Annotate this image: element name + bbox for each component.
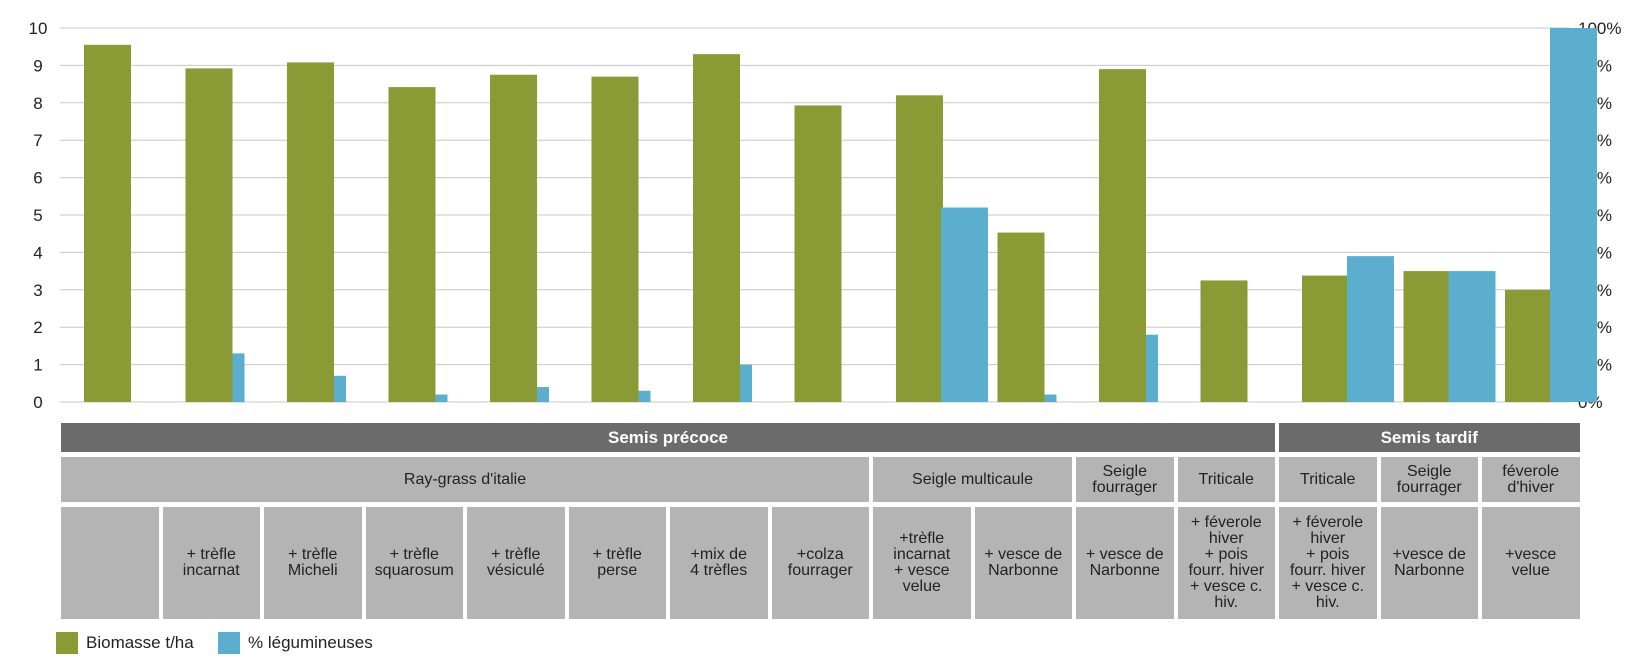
period-header: Semis tardif	[1279, 423, 1580, 452]
left-tick-label: 2	[33, 318, 42, 337]
category-cell	[61, 507, 159, 619]
bar-legumineuses	[334, 375, 346, 402]
bar-biomasse	[896, 95, 943, 402]
group-cell: Triticale	[1279, 457, 1377, 502]
bar-biomasse	[1200, 280, 1248, 402]
bar-biomasse	[287, 62, 334, 403]
bar-biomasse	[1505, 289, 1552, 402]
group-cell: Seigle fourrager	[1380, 457, 1478, 502]
legend-swatch-legumineuses	[218, 632, 240, 654]
category-cell: + vesce de Narbonne	[974, 507, 1072, 619]
group-cell: féverole d'hiver	[1482, 457, 1580, 502]
category-cell: +colza fourrager	[771, 507, 869, 619]
category-cell: +trèfle incarnat + vesce velue	[873, 507, 971, 619]
category-cell: +mix de 4 trèfles	[670, 507, 768, 619]
bar-legumineuses	[1448, 271, 1496, 402]
category-cell: + trèfle squarosum	[365, 507, 463, 619]
legend-swatch-biomasse	[56, 632, 78, 654]
bar-biomasse	[185, 68, 233, 402]
legend-legumineuses: % légumineuses	[218, 632, 373, 654]
category-cell: + féverole hiver + pois fourr. hiver + v…	[1279, 507, 1377, 619]
bar-biomasse	[794, 105, 842, 402]
legend-label-biomasse: Biomasse t/ha	[86, 633, 194, 652]
group-cell: Seigle fourrager	[1076, 457, 1174, 502]
left-tick-label: 7	[33, 131, 42, 150]
period-header: Semis précoce	[61, 423, 1275, 452]
bar-biomasse	[591, 76, 639, 403]
bar-biomasse	[84, 44, 131, 403]
category-cell: + trèfle vésiculé	[467, 507, 565, 619]
category-cell: + vesce de Narbonne	[1076, 507, 1174, 619]
bar-legumineuses	[740, 364, 752, 402]
left-tick-label: 8	[33, 94, 42, 113]
bar-legumineuses	[435, 394, 448, 402]
bar-legumineuses	[941, 207, 988, 402]
category-cell: + trèfle Micheli	[264, 507, 362, 619]
bar-legumineuses	[537, 387, 549, 402]
bar-legumineuses	[638, 390, 651, 402]
left-tick-label: 0	[33, 393, 42, 412]
bar-legumineuses	[1550, 28, 1597, 402]
category-cell: +vesce velue	[1482, 507, 1580, 619]
legend-label-legumineuses: % légumineuses	[248, 633, 373, 652]
bar-biomasse	[1099, 69, 1146, 402]
bar-biomasse	[997, 232, 1045, 402]
left-tick-label: 3	[33, 281, 42, 300]
bar-legumineuses	[1347, 256, 1394, 402]
legend-biomasse: Biomasse t/ha	[56, 632, 194, 654]
left-tick-label: 4	[33, 243, 42, 262]
category-cell: + trèfle incarnat	[162, 507, 260, 619]
left-tick-label: 5	[33, 206, 42, 225]
bar-biomasse	[1403, 271, 1451, 402]
group-cell: Seigle multicaule	[873, 457, 1072, 502]
category-cell: + trèfle perse	[568, 507, 666, 619]
left-tick-label: 9	[33, 56, 42, 75]
bar-biomasse	[1302, 275, 1349, 402]
bar-legumineuses	[232, 353, 245, 402]
left-tick-label: 1	[33, 356, 42, 375]
bar-legumineuses	[1044, 394, 1057, 402]
group-cell: Ray-grass d'italie	[61, 457, 869, 502]
left-tick-label: 10	[29, 19, 48, 38]
group-cell: Triticale	[1177, 457, 1275, 502]
category-cell: + féverole hiver + pois fourr. hiver + v…	[1177, 507, 1275, 619]
bar-biomasse	[693, 54, 740, 403]
left-tick-label: 6	[33, 169, 42, 188]
bar-legumineuses	[1146, 334, 1158, 402]
bar-biomasse	[490, 74, 537, 402]
bar-biomasse	[388, 87, 436, 402]
category-cell: +vesce de Narbonne	[1380, 507, 1478, 619]
